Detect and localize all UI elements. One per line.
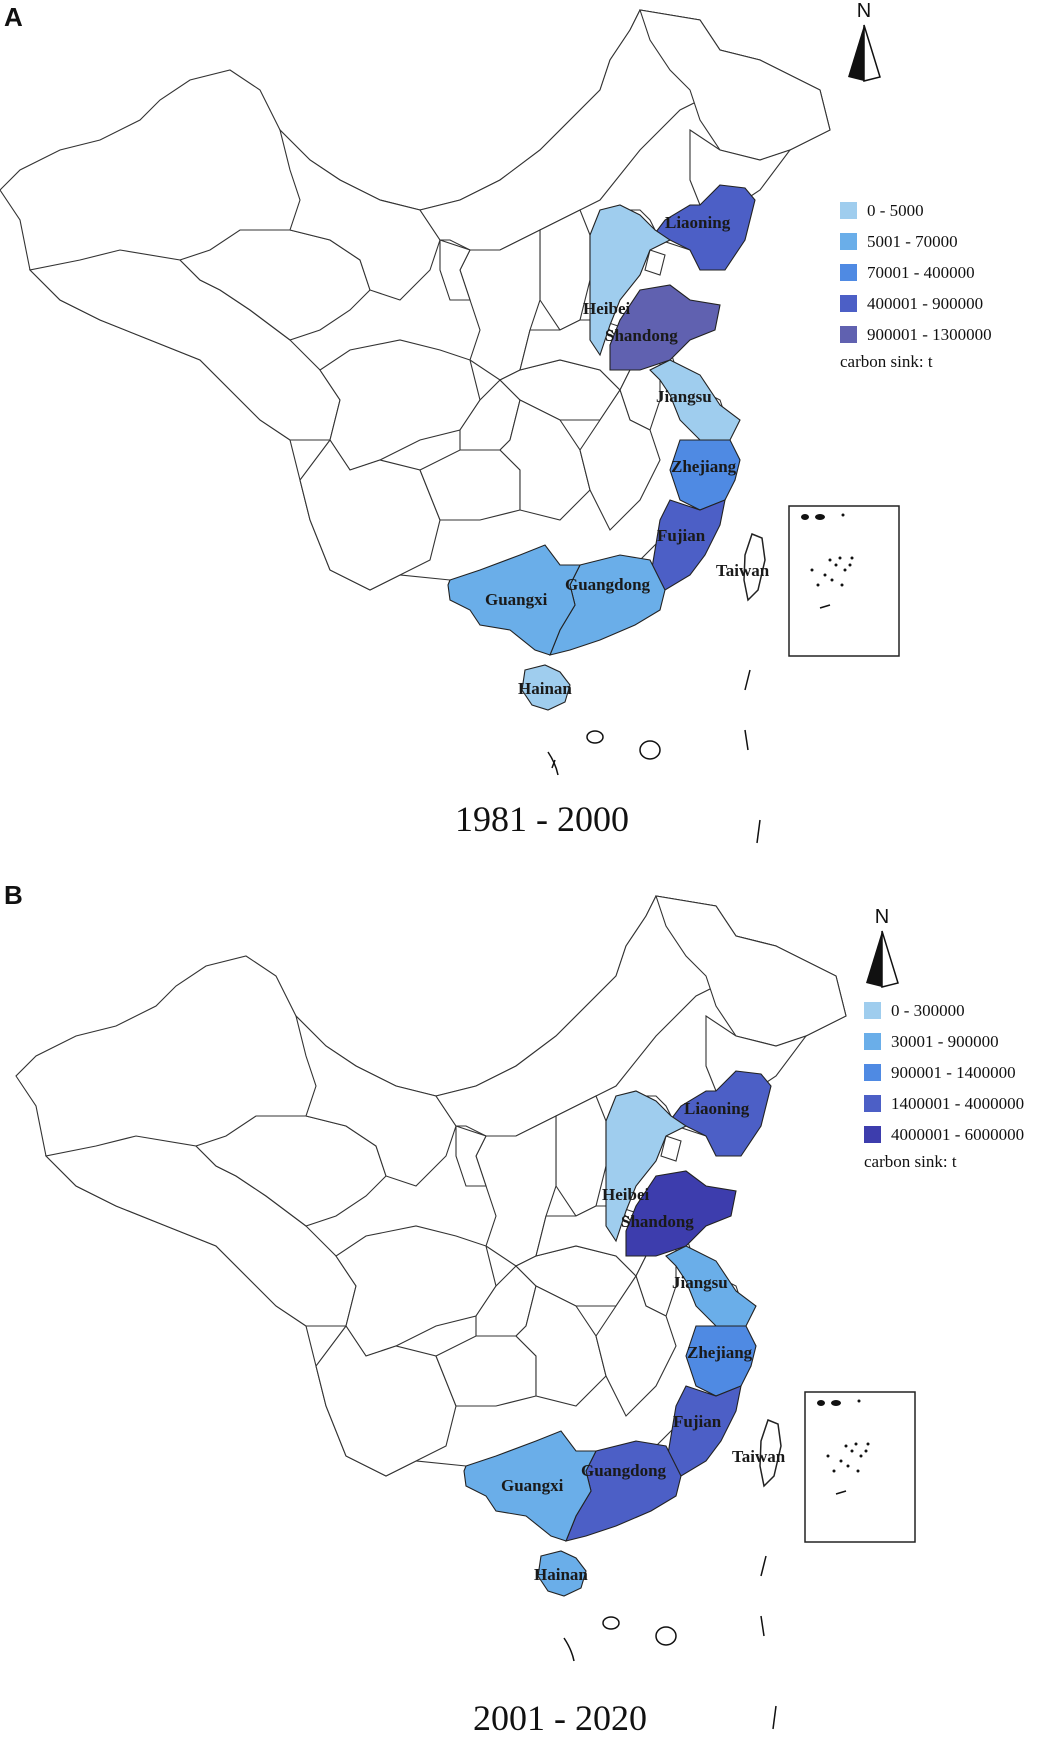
legend-a: 0 - 5000 5001 - 70000 70001 - 400000 400… — [840, 195, 992, 372]
legend-swatch — [864, 1095, 881, 1112]
province-jiangxi — [579, 388, 661, 531]
legend-item: 1400001 - 4000000 — [864, 1088, 1024, 1119]
province-hainan — [537, 1550, 587, 1597]
label-jiangsu: Jiangsu — [672, 1273, 728, 1292]
label-guangdong: Guangdong — [581, 1461, 667, 1480]
legend-item: 900001 - 1300000 — [840, 319, 992, 350]
china-map-a: Liaoning Heibei Shandong Jiangsu Zhejian… — [0, 9, 900, 844]
panel-letter: B — [4, 880, 23, 910]
province-gansu — [278, 128, 441, 301]
south-china-sea-inset — [788, 505, 900, 657]
label-taiwan: Taiwan — [716, 561, 770, 580]
label-shandong: Shandong — [605, 326, 678, 345]
label-guangdong: Guangdong — [565, 575, 651, 594]
north-arrow: N — [862, 906, 902, 994]
province-fujian — [649, 499, 726, 591]
province-taiwan — [743, 533, 766, 602]
province-ningxia — [439, 239, 471, 301]
legend-item: 4000001 - 6000000 — [864, 1119, 1024, 1150]
label-guangxi: Guangxi — [501, 1476, 564, 1495]
label-heibei: Heibei — [583, 299, 630, 318]
province-zhejiang — [669, 439, 741, 511]
china-map-b: Liaoning Heibei Shandong Jiangsu Zhejian… — [15, 895, 916, 1730]
legend-item: 900001 - 1400000 — [864, 1057, 1024, 1088]
province-taiwan — [759, 1419, 782, 1488]
label-guangxi: Guangxi — [485, 590, 548, 609]
province-shandong — [609, 284, 721, 371]
legend-item: 0 - 300000 — [864, 995, 1024, 1026]
legend-swatch — [864, 1002, 881, 1019]
legend-item: 70001 - 400000 — [840, 257, 992, 288]
label-heibei: Heibei — [602, 1185, 649, 1204]
legend-swatch — [840, 202, 857, 219]
north-arrow-icon — [848, 24, 881, 82]
north-arrow: N — [844, 0, 884, 88]
north-arrow-icon — [866, 930, 899, 988]
legend-swatch — [840, 326, 857, 343]
south-china-sea-inset — [804, 1391, 916, 1543]
legend-unit: carbon sink: t — [840, 352, 933, 371]
province-liaoning — [648, 184, 756, 271]
province-heibei — [589, 204, 672, 357]
panel-letter: A — [4, 2, 23, 32]
map-panel-b: B — [0, 878, 1063, 1755]
province-qinghai — [178, 229, 371, 341]
legend-swatch — [840, 295, 857, 312]
north-label: N — [856, 0, 872, 22]
province-zhejiang — [685, 1325, 757, 1397]
province-hainan — [521, 664, 571, 711]
province-guangxi — [447, 544, 581, 656]
legend-swatch — [864, 1064, 881, 1081]
legend-b: 0 - 300000 30001 - 900000 900001 - 14000… — [864, 995, 1024, 1172]
province-shandong — [625, 1170, 737, 1257]
legend-swatch — [840, 233, 857, 250]
legend-swatch — [840, 264, 857, 281]
legend-swatch — [864, 1126, 881, 1143]
legend-item: 5001 - 70000 — [840, 226, 992, 257]
inset-islands — [801, 513, 854, 609]
label-fujian: Fujian — [657, 526, 706, 545]
province-hunan — [499, 399, 591, 521]
label-liaoning: Liaoning — [665, 213, 731, 232]
label-shandong: Shandong — [621, 1212, 694, 1231]
label-hainan: Hainan — [518, 679, 572, 698]
label-hainan: Hainan — [534, 1565, 588, 1584]
province-fujian — [665, 1385, 742, 1477]
label-taiwan: Taiwan — [732, 1447, 786, 1466]
legend-item: 400001 - 900000 — [840, 288, 992, 319]
north-label: N — [874, 906, 890, 928]
legend-swatch — [864, 1033, 881, 1050]
province-heibei — [605, 1090, 688, 1243]
province-yunnan — [299, 439, 441, 591]
legend-unit: carbon sink: t — [864, 1152, 957, 1171]
label-liaoning: Liaoning — [684, 1099, 750, 1118]
label-jiangsu: Jiangsu — [656, 387, 712, 406]
label-zhejiang: Zhejiang — [671, 457, 737, 476]
legend-item: 30001 - 900000 — [864, 1026, 1024, 1057]
province-liaoning — [664, 1070, 772, 1157]
period-label: 2001 - 2020 — [473, 1698, 647, 1738]
label-fujian: Fujian — [673, 1412, 722, 1431]
label-zhejiang: Zhejiang — [687, 1343, 753, 1362]
province-guangxi — [463, 1430, 597, 1542]
map-panel-a: A — [0, 0, 1063, 877]
period-label: 1981 - 2000 — [455, 799, 629, 839]
province-tianjin — [644, 249, 666, 276]
legend-item: 0 - 5000 — [840, 195, 992, 226]
